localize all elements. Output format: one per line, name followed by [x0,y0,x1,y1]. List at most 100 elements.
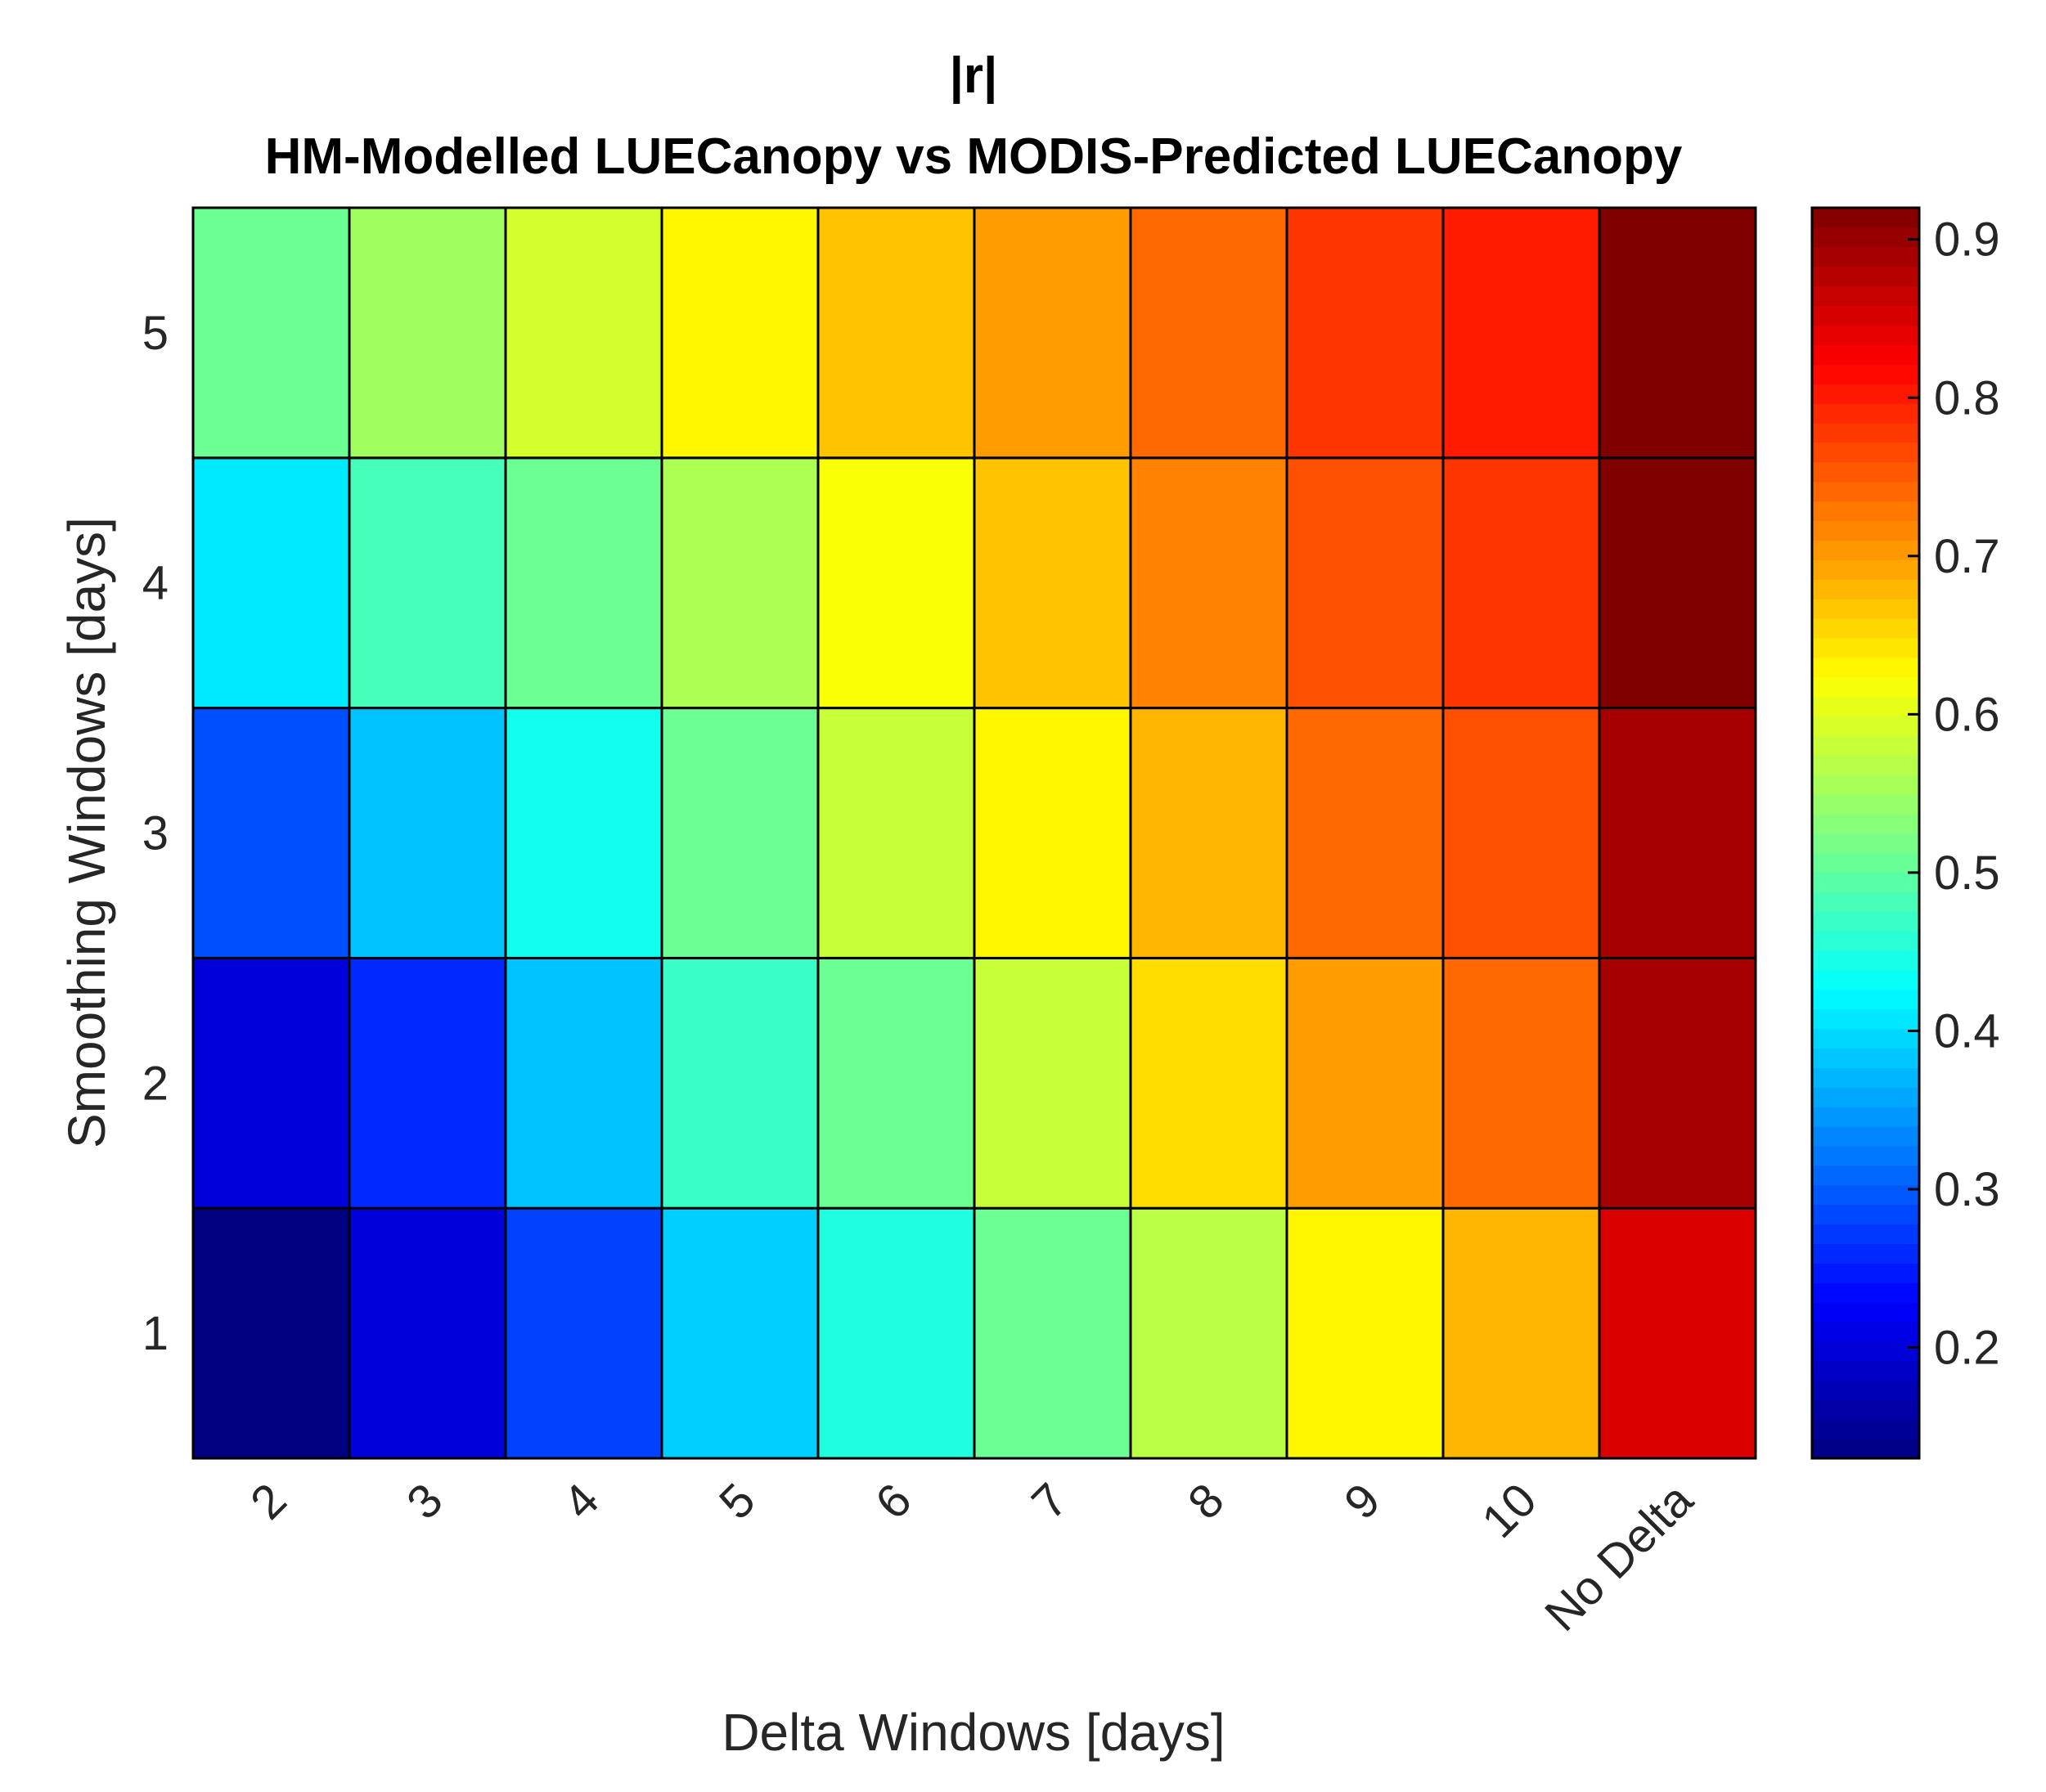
colorbar-segment [1812,461,1919,483]
colorbar-segment [1812,1106,1919,1127]
heatmap-cell [348,956,507,1210]
colorbar-segment [1812,1048,1919,1068]
heatmap-cell [1285,707,1445,959]
colorbar-tick-label: 0.9 [1934,213,2000,267]
colorbar-segment [1812,1321,1919,1342]
heatmap-cell [1285,956,1445,1210]
heatmap-cell [660,456,820,710]
colorbar-segment [1812,402,1919,424]
colorbar-segment [1812,1360,1919,1381]
plot-frame [191,206,1757,1460]
x-tick-label: 3 [397,1473,453,1529]
x-tick-label: 8 [1178,1473,1234,1529]
colorbar-segment [1812,1204,1919,1225]
colorbar-segment [1812,1419,1919,1439]
colorbar-segment [1812,578,1919,600]
heatmap-cell [660,1206,820,1460]
heatmap-cell [348,707,507,959]
heatmap-cell [504,707,663,959]
colorbar-segment [1812,1008,1919,1030]
colorbar-segment [1812,1067,1919,1088]
heatmap-cell [191,707,351,959]
heatmap-cell [191,956,351,1210]
heatmap-cell [973,206,1132,460]
heatmap-cell [1598,707,1757,959]
colorbar-tick-label: 0.7 [1934,530,2000,583]
colorbar-segment [1812,422,1919,443]
chart-title-line-2: HM-Modelled LUECanopy vs MODIS-Predicted… [265,128,1683,185]
colorbar-segment [1812,735,1919,756]
heatmap-cell [1129,206,1288,460]
heatmap-cell [973,956,1132,1210]
x-tick-label: 7 [1022,1473,1078,1529]
colorbar-segment [1812,540,1919,560]
heatmap-cells [191,206,1757,1460]
colorbar-tick-label: 0.4 [1934,1004,2000,1058]
colorbar-segment [1812,793,1919,815]
heatmap-cell [348,1206,507,1460]
heatmap-cell [816,456,976,710]
y-axis-label: Smoothing Windows [days] [57,517,116,1148]
colorbar-segment [1812,344,1919,365]
colorbar-tick-label: 0.2 [1934,1322,2000,1375]
heatmap-cell [973,707,1132,959]
colorbar-segment [1812,1028,1919,1049]
colorbar-segment [1812,285,1919,307]
heatmap-cell [1441,206,1601,460]
heatmap-cell [660,707,820,959]
heatmap-cell [1441,456,1601,710]
heatmap-cell [348,206,507,460]
heatmap-cell [816,1206,976,1460]
heatmap-cell [1129,456,1288,710]
x-tick-label: 6 [866,1473,922,1529]
heatmap-cell [973,456,1132,710]
heatmap-cell [191,456,351,710]
colorbar-segment [1812,442,1919,463]
chart-title-line-1: |r| [950,47,998,105]
colorbar-segment [1812,520,1919,541]
y-tick-label: 4 [142,557,169,610]
heatmap-cell [1129,956,1288,1210]
heatmap-cell [1598,206,1757,460]
colorbar-segment [1812,1224,1919,1245]
colorbar-tick-label: 0.6 [1934,688,2000,741]
colorbar-frame [1810,206,1921,1460]
heatmap-cell [816,707,976,959]
colorbar-ticks: 0.2 0.3 0.4 0.5 0.6 0.7 0.8 0.9 [1908,213,2000,1375]
colorbar-segment [1812,305,1919,326]
colorbar-segment [1812,911,1919,932]
heatmap-cell [1285,456,1445,710]
heatmap-cell [191,206,351,460]
colorbar-segment [1812,950,1919,971]
colorbar-segment [1812,208,1919,228]
colorbar-segment [1812,1439,1919,1459]
heatmap-cell [1441,956,1601,1210]
colorbar-tick-label: 0.8 [1934,371,2000,424]
colorbar-segment [1812,892,1919,912]
heatmap-cell [816,206,976,460]
heatmap-cell [660,206,820,460]
heatmap-cell [1129,707,1288,959]
colorbar-segment [1812,852,1919,874]
x-tick-label: 5 [709,1473,766,1529]
colorbar-segment [1812,969,1919,990]
colorbar-segment [1812,1380,1919,1401]
heatmap-cell [504,956,663,1210]
colorbar-segment [1812,813,1919,834]
colorbar-segment [1812,774,1919,795]
colorbar-segment [1812,716,1919,736]
colorbar-segment [1812,833,1919,854]
heatmap-cell [504,456,663,710]
heatmap-cell [1129,1206,1288,1460]
colorbar-segment [1812,1399,1919,1421]
heatmap-cell [1598,1206,1757,1460]
colorbar-segment [1812,559,1919,580]
colorbar-segment [1812,618,1919,639]
colorbar-segment [1812,637,1919,658]
colorbar-segment [1812,930,1919,951]
colorbar-segment [1812,266,1919,287]
colorbar-segment [1812,1165,1919,1186]
colorbar-segment [1812,676,1919,698]
heatmap-cell [1285,1206,1445,1460]
